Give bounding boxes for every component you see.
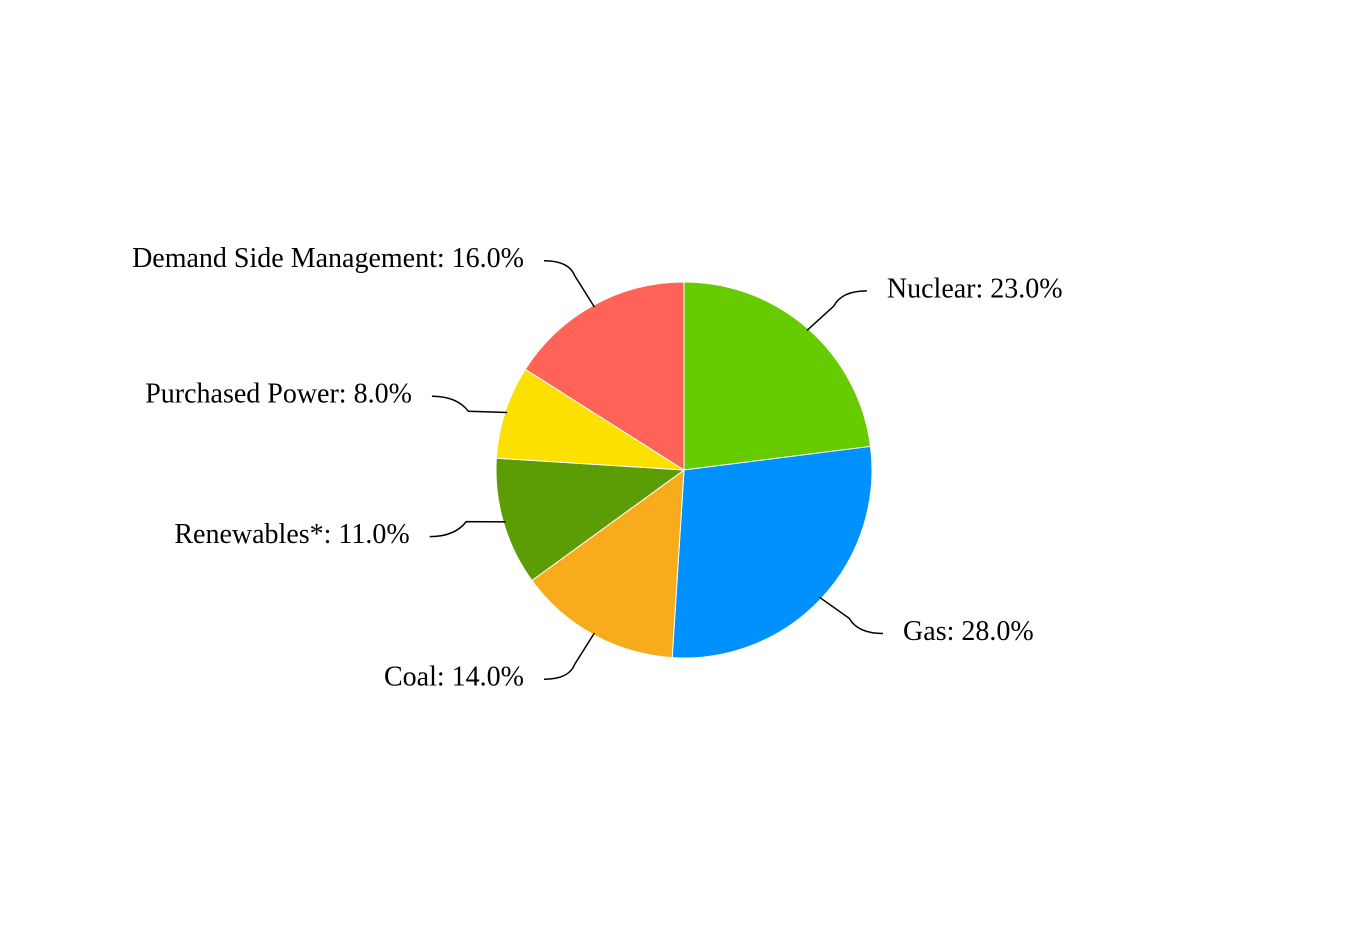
slice-label: Gas: 28.0% bbox=[903, 616, 1034, 647]
leader-line bbox=[819, 596, 884, 635]
slice-label: Demand Side Management: 16.0% bbox=[132, 243, 524, 274]
slice-label: Renewables*: 11.0% bbox=[174, 519, 409, 550]
slice-label: Purchased Power: 8.0% bbox=[145, 379, 412, 410]
slice-label: Coal: 14.0% bbox=[384, 662, 524, 693]
pie-slice bbox=[671, 445, 873, 659]
leader-line bbox=[429, 520, 506, 538]
leader-line bbox=[543, 632, 596, 680]
pie-slice bbox=[683, 281, 872, 471]
leader-line bbox=[543, 260, 596, 308]
leader-line bbox=[431, 395, 508, 414]
slice-label: Nuclear: 23.0% bbox=[887, 273, 1063, 304]
leader-line bbox=[806, 290, 867, 332]
